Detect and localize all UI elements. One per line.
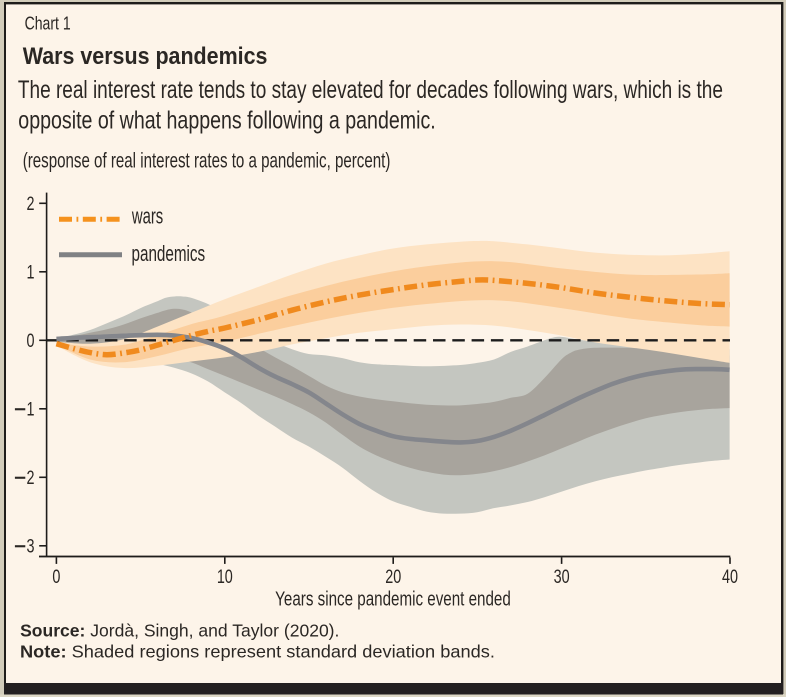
svg-text:40: 40 [722, 565, 738, 588]
svg-text:0: 0 [27, 329, 35, 352]
svg-text:Wars versus pandemics: Wars versus pandemics [23, 42, 268, 69]
svg-text:Years since pandemic event end: Years since pandemic event ended [275, 588, 511, 610]
svg-text:0: 0 [52, 565, 60, 588]
svg-text:Chart 1: Chart 1 [25, 12, 71, 34]
svg-text:1: 1 [27, 397, 35, 420]
svg-text:opposite of what happens follo: opposite of what happens following a pan… [18, 106, 435, 134]
svg-text:20: 20 [385, 565, 401, 588]
svg-text:3: 3 [27, 534, 35, 557]
svg-text:The real interest rate tends t: The real interest rate tends to stay ele… [18, 76, 723, 104]
svg-text:2: 2 [27, 192, 35, 215]
svg-text:wars: wars [131, 204, 163, 229]
svg-text:pandemics: pandemics [132, 242, 206, 266]
svg-text:30: 30 [554, 565, 570, 588]
svg-text:(response of real interest rat: (response of real interest rates to a pa… [23, 148, 391, 172]
svg-text:Note: Shaded regions represent: Note: Shaded regions represent standard … [20, 642, 495, 662]
svg-text:10: 10 [217, 565, 233, 588]
svg-text:1: 1 [27, 260, 35, 283]
svg-text:Source: Jordà, Singh, and Tayl: Source: Jordà, Singh, and Taylor (2020). [20, 621, 339, 641]
svg-text:2: 2 [27, 466, 35, 489]
